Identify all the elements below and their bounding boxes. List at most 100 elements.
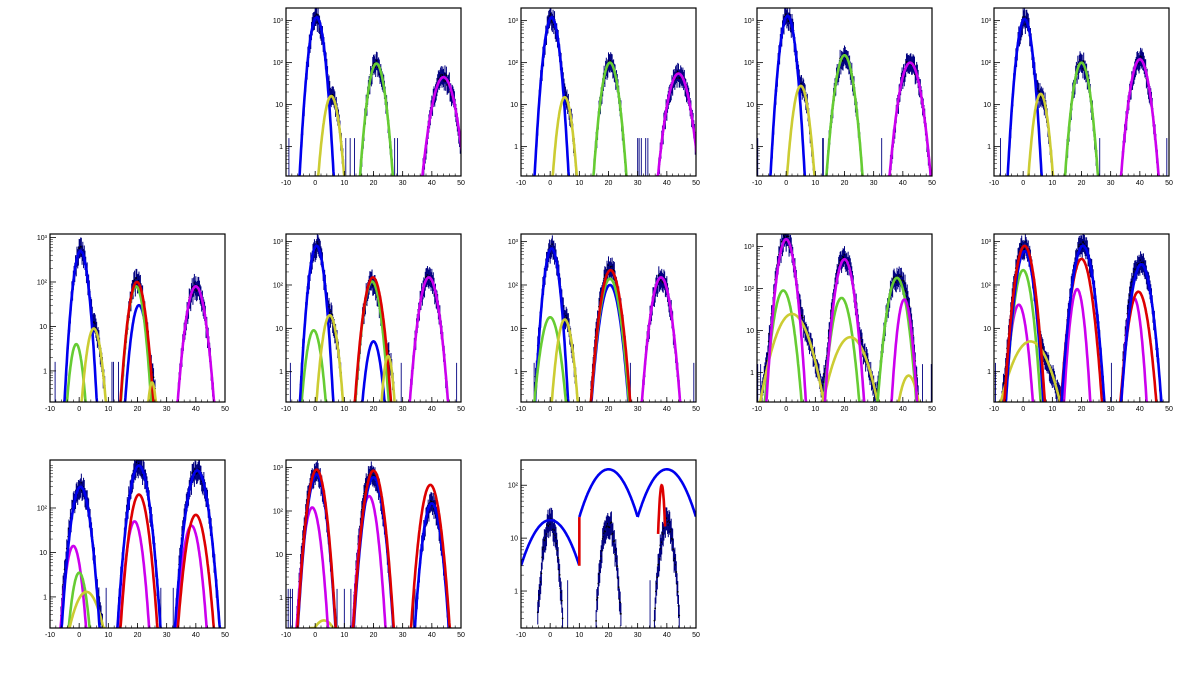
data-point bbox=[619, 612, 622, 615]
fit-panel: -10 0 10 20 30 40 50 1 10 10² 10³ bbox=[744, 233, 936, 413]
y-tick-label: 10² bbox=[508, 60, 519, 67]
x-tick-label: 30 bbox=[1107, 180, 1115, 187]
x-tick-label: 0 bbox=[1021, 180, 1025, 187]
y-tick-label: 10 bbox=[983, 102, 991, 109]
x-tick-label: 10 bbox=[340, 632, 348, 639]
fit-curve-peak-green bbox=[65, 342, 88, 402]
y-tick-label: 10² bbox=[508, 282, 519, 289]
plot-area bbox=[288, 8, 461, 176]
fit-panel: -10 0 10 20 30 40 50 1 10 10² 10³ bbox=[508, 233, 700, 413]
plot-area bbox=[287, 460, 452, 628]
x-tick-label: -10 bbox=[45, 406, 55, 413]
data-point bbox=[617, 586, 620, 589]
x-tick-label: 40 bbox=[428, 632, 436, 639]
y-tick-label: 10² bbox=[744, 286, 755, 293]
x-tick-label: 0 bbox=[784, 406, 788, 413]
fit-curve-peak-blue bbox=[360, 340, 387, 402]
x-tick-label: 20 bbox=[841, 180, 849, 187]
fit-curve-peak-yellow bbox=[380, 354, 397, 402]
fit-curve-peak-blue bbox=[173, 469, 222, 628]
x-tick-label: 10 bbox=[811, 406, 819, 413]
plot-area bbox=[995, 234, 1164, 402]
plot-area bbox=[532, 235, 695, 402]
fit-curve-peak-magenta bbox=[889, 298, 919, 402]
plot-area bbox=[289, 234, 458, 402]
fit-curve-peak-yellow bbox=[1026, 92, 1055, 176]
x-tick-label: 40 bbox=[899, 180, 907, 187]
x-tick-label: 40 bbox=[1136, 406, 1144, 413]
fit-curve-total-fit bbox=[589, 268, 632, 402]
x-tick-label: 0 bbox=[77, 632, 81, 639]
plot-area bbox=[757, 8, 932, 176]
x-tick-label: 10 bbox=[104, 632, 112, 639]
x-tick-label: 10 bbox=[575, 180, 583, 187]
y-tick-label: 1 bbox=[750, 144, 754, 151]
x-tick-label: -10 bbox=[752, 180, 762, 187]
y-tick-label: 10² bbox=[37, 279, 48, 286]
data-point bbox=[558, 573, 561, 576]
plot-area bbox=[757, 234, 932, 402]
x-tick-label: 40 bbox=[1136, 180, 1144, 187]
fit-panel: -10 0 10 20 30 40 50 1 10 10² 10³ bbox=[981, 233, 1173, 413]
x-tick-label: -10 bbox=[516, 406, 526, 413]
y-tick-label: 10² bbox=[981, 60, 992, 67]
x-tick-label: -10 bbox=[752, 406, 762, 413]
fit-curve-peak-blue bbox=[59, 485, 102, 628]
x-tick-label: 50 bbox=[692, 180, 700, 187]
x-tick-label: 0 bbox=[1021, 406, 1025, 413]
y-tick-label: 10 bbox=[983, 326, 991, 333]
x-tick-label: 30 bbox=[634, 180, 642, 187]
y-tick-label: 1 bbox=[514, 369, 518, 376]
x-tick-label: -10 bbox=[989, 180, 999, 187]
fit-curve-peak-yellow bbox=[549, 318, 580, 402]
fit-curve-peak-magenta bbox=[655, 72, 696, 176]
y-tick-label: 1 bbox=[279, 595, 283, 602]
x-tick-label: 20 bbox=[841, 406, 849, 413]
fit-curve-total-fit bbox=[351, 469, 396, 628]
y-tick-label: 1 bbox=[43, 368, 47, 375]
y-tick-label: 10² bbox=[273, 282, 284, 289]
data-point bbox=[616, 565, 619, 568]
x-tick-label: 20 bbox=[605, 180, 613, 187]
data-point bbox=[787, 235, 790, 238]
fit-curve-peak-blue bbox=[298, 15, 336, 176]
data-point bbox=[619, 601, 622, 604]
fit-curve-peak-green bbox=[358, 62, 395, 176]
plot-area bbox=[54, 237, 216, 402]
x-tick-label: 40 bbox=[663, 180, 671, 187]
y-tick-label: 1 bbox=[987, 144, 991, 151]
x-tick-label: 40 bbox=[428, 180, 436, 187]
x-tick-label: 40 bbox=[899, 406, 907, 413]
x-tick-label: 20 bbox=[134, 632, 142, 639]
y-tick-label: 1 bbox=[987, 369, 991, 376]
fit-panel: -10 0 10 20 30 40 50 1 10 10² 10³ bbox=[273, 233, 465, 413]
fit-curve-peak-green bbox=[591, 61, 629, 176]
x-tick-label: 20 bbox=[605, 406, 613, 413]
fit-curve-total-fit bbox=[353, 276, 393, 402]
x-tick-label: 50 bbox=[457, 406, 465, 413]
y-tick-label: 10 bbox=[746, 102, 754, 109]
x-tick-label: 0 bbox=[313, 406, 317, 413]
data-point bbox=[152, 376, 155, 379]
x-tick-label: 20 bbox=[1078, 406, 1086, 413]
x-tick-label: 50 bbox=[928, 406, 936, 413]
x-tick-label: 40 bbox=[192, 406, 200, 413]
x-tick-label: 0 bbox=[313, 180, 317, 187]
x-tick-label: 50 bbox=[221, 406, 229, 413]
x-tick-label: -10 bbox=[281, 180, 291, 187]
fit-panel: -10 0 10 20 30 40 50 1 10 10² 10³ bbox=[508, 7, 700, 187]
fit-panel: -10 0 10 20 30 40 50 1 10 10² 10³ bbox=[273, 7, 465, 187]
x-tick-label: 10 bbox=[340, 406, 348, 413]
y-tick-label: 1 bbox=[43, 594, 47, 601]
plot-area bbox=[533, 8, 696, 176]
x-tick-label: 50 bbox=[221, 632, 229, 639]
x-tick-label: 30 bbox=[870, 180, 878, 187]
y-tick-label: 10³ bbox=[744, 18, 755, 25]
x-tick-label: 10 bbox=[104, 406, 112, 413]
y-tick-label: 10 bbox=[275, 552, 283, 559]
y-tick-label: 10³ bbox=[981, 18, 992, 25]
x-tick-label: 20 bbox=[370, 180, 378, 187]
x-tick-label: -10 bbox=[281, 406, 291, 413]
x-tick-label: 30 bbox=[1107, 406, 1115, 413]
x-tick-label: 20 bbox=[134, 406, 142, 413]
